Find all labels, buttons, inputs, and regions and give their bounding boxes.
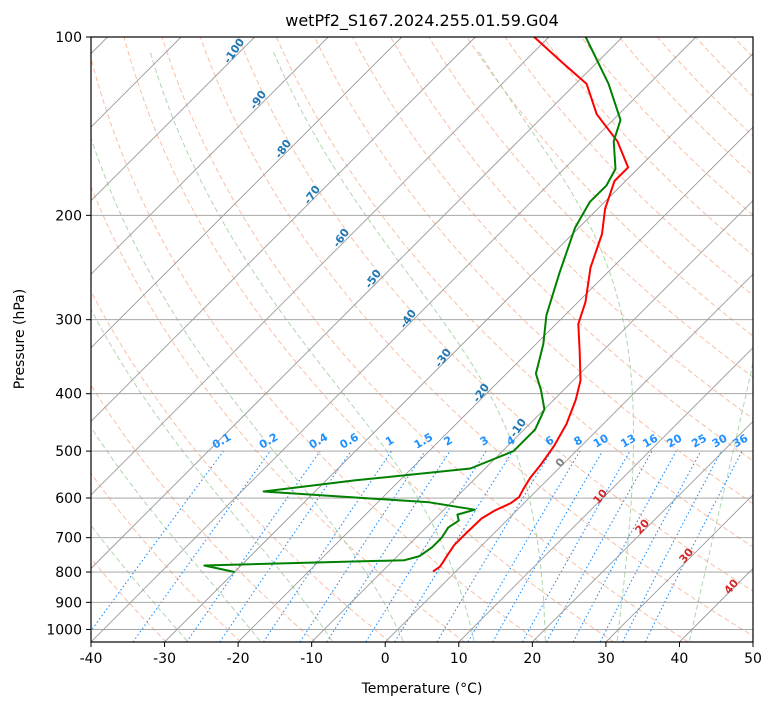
- moist-adiabat: [149, 49, 475, 641]
- dry-adiabat: [123, 37, 614, 642]
- chart-title: wetPf2_S167.2024.255.01.59.G04: [285, 11, 559, 31]
- isotherm: [91, 37, 697, 642]
- x-tick-label: 20: [523, 651, 541, 667]
- moist-adiabat: [271, 49, 546, 641]
- mixing-ratio-line: [572, 450, 677, 642]
- isotherm: [237, 126, 753, 642]
- x-tick-label: -10: [300, 651, 323, 667]
- x-axis-ticks: -40 -30 -20 -10 0 10 20 30 40 50: [80, 642, 762, 667]
- y-tick-label: 700: [55, 531, 82, 547]
- y-tick-label: 600: [55, 491, 82, 507]
- x-tick-label: 40: [671, 651, 689, 667]
- moist-adiabat: [91, 308, 333, 642]
- y-tick-label: 500: [55, 444, 82, 460]
- x-tick-label: -40: [80, 651, 103, 667]
- isotherm: [91, 37, 623, 570]
- y-axis-label: Pressure (hPa): [12, 289, 28, 389]
- y-axis-ticks: 100 200 300 400 500 600 700 800 900 1000: [46, 30, 91, 638]
- x-tick-label: 10: [450, 651, 468, 667]
- mixing-ratio-line: [394, 450, 514, 642]
- dry-adiabat: [428, 37, 753, 378]
- isotherm: [458, 347, 753, 642]
- mixing-ratio-line: [91, 450, 224, 632]
- grid-layer: [91, 37, 753, 642]
- mixing-ratio-line: [186, 450, 321, 642]
- isotherm: [91, 37, 550, 496]
- dry-adiabat: [275, 37, 753, 548]
- isotherm: [384, 273, 753, 642]
- mixing-ratio-line: [326, 450, 451, 642]
- y-tick-label: 300: [55, 313, 82, 329]
- mixing-ratio-line: [522, 450, 631, 642]
- isotherm: [532, 420, 753, 642]
- mixing-ratio-line: [299, 450, 426, 642]
- dry-adiabat: [91, 185, 465, 642]
- dry-adiabat: [352, 37, 753, 462]
- plot-frame: [90, 36, 754, 643]
- x-tick-label: 50: [744, 651, 762, 667]
- x-axis-label: Temperature (°C): [361, 681, 483, 697]
- y-tick-label: 900: [55, 595, 82, 611]
- mixing-ratio-line: [263, 450, 392, 642]
- y-tick-label: 1000: [46, 622, 82, 638]
- y-tick-label: 400: [55, 387, 82, 403]
- isotherm: [164, 52, 753, 642]
- x-tick-label: -20: [227, 651, 250, 667]
- dry-adiabat: [466, 37, 753, 337]
- dry-adiabat: [580, 37, 753, 216]
- x-tick-label: 0: [381, 651, 390, 667]
- dry-adiabat: [91, 290, 391, 642]
- isotherm: [91, 37, 403, 349]
- mixing-ratio-line: [644, 450, 743, 642]
- temperature-profile: [432, 37, 630, 573]
- x-tick-label: 30: [597, 651, 615, 667]
- y-tick-label: 200: [55, 208, 82, 224]
- dry-adiabat: [91, 55, 540, 642]
- y-tick-label: 800: [55, 565, 82, 581]
- y-tick-label: 100: [55, 30, 82, 46]
- dry-adiabat: [91, 472, 242, 642]
- isotherm: [605, 494, 753, 642]
- x-tick-label: -30: [153, 651, 176, 667]
- mixing-ratio-line: [546, 450, 653, 642]
- isotherm: [311, 200, 753, 642]
- isotherm: [91, 37, 329, 275]
- dry-adiabat: [161, 37, 689, 642]
- moist-adiabat: [689, 360, 753, 641]
- dewpoint-profile: [203, 37, 622, 573]
- mixing-ratio-line: [219, 450, 352, 642]
- isotherm: [91, 37, 476, 422]
- mixing-ratio-line: [132, 450, 271, 642]
- dry-adiabat: [237, 37, 753, 592]
- series-layer: [203, 37, 630, 573]
- dry-adiabat: [91, 384, 316, 642]
- isotherm: [91, 37, 255, 202]
